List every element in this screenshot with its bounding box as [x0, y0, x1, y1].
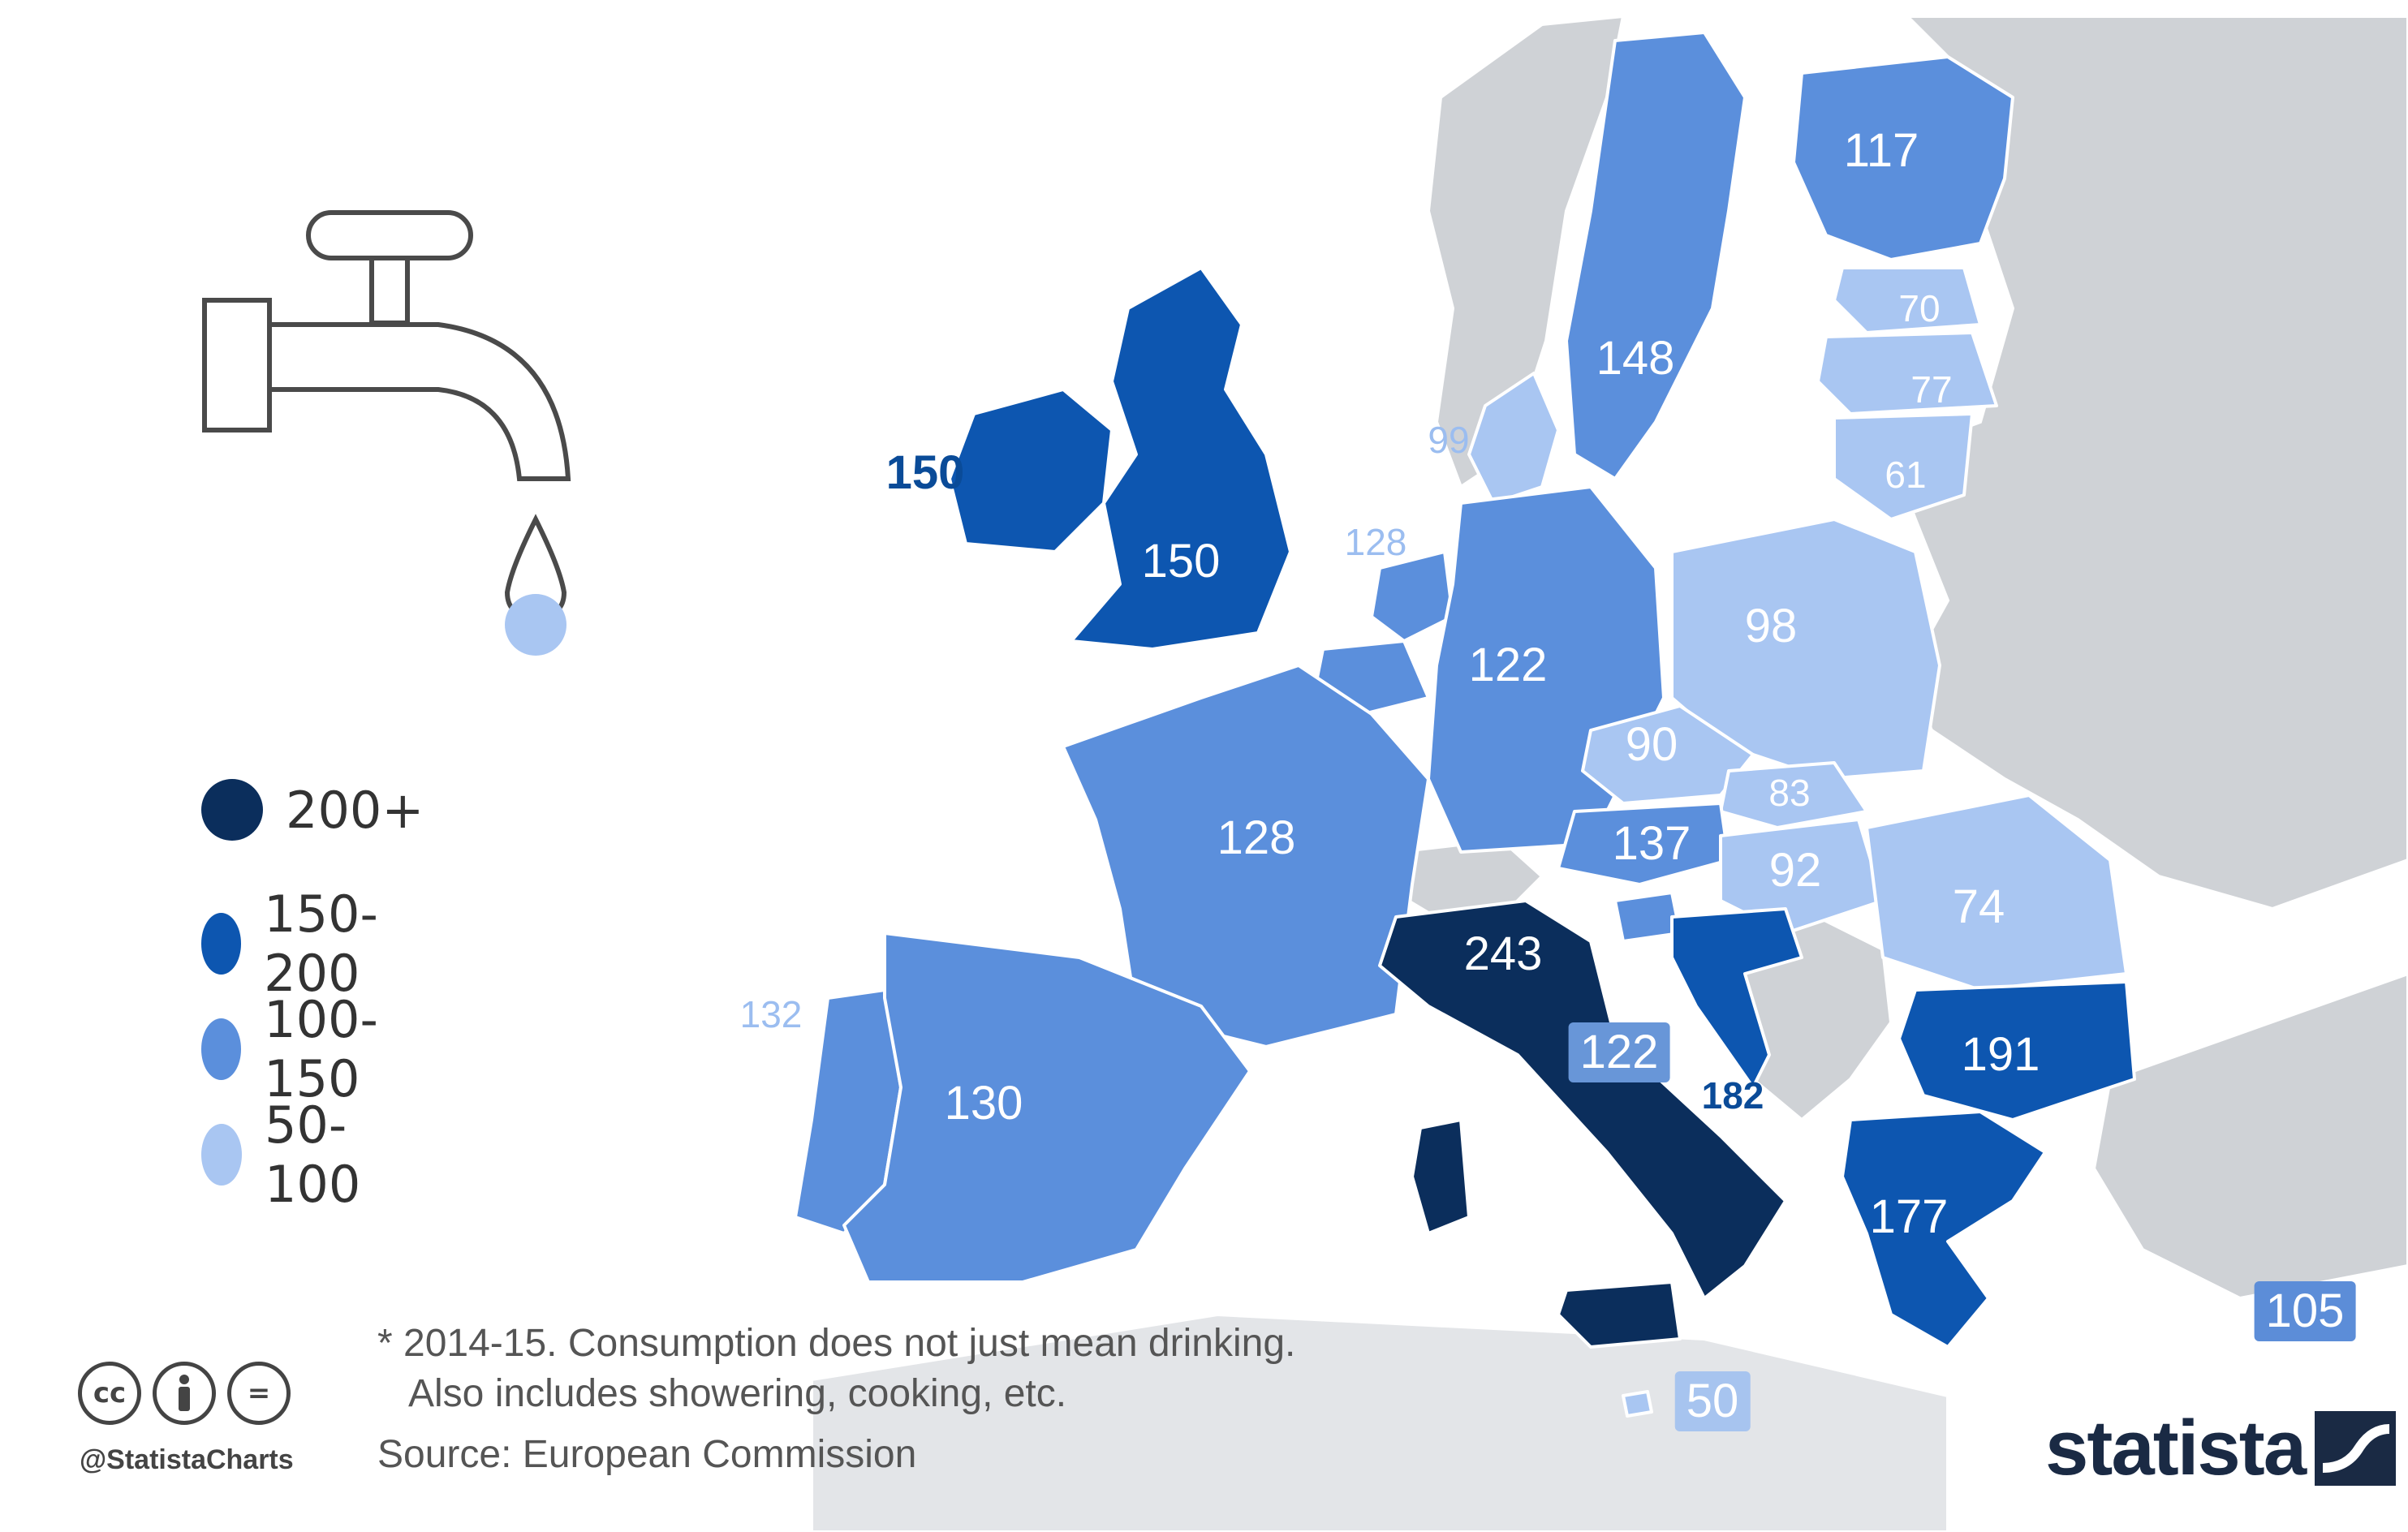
value-label-finland: 117	[1843, 124, 1919, 177]
value-label-greece: 177	[1869, 1190, 1949, 1243]
source-note: Source: European Commission	[377, 1433, 917, 1476]
country-bulgaria	[1898, 980, 2136, 1121]
value-label-estonia: 70	[1898, 287, 1941, 329]
value-label-malta: 50	[1674, 1371, 1751, 1431]
legend-swatch	[201, 779, 263, 841]
country-sweden	[1565, 31, 1747, 480]
country-estonia	[1833, 266, 1982, 334]
water-tap-icon	[202, 210, 571, 656]
value-label-croatia: 182	[1701, 1074, 1764, 1117]
legend-swatch	[201, 1018, 242, 1080]
value-label-bulgaria: 191	[1961, 1028, 2040, 1081]
land-north-africa	[810, 1312, 1949, 1532]
country-sicily	[1557, 1280, 1682, 1349]
country-lithuania	[1833, 412, 1974, 521]
country-malta	[1622, 1390, 1653, 1418]
value-label-romania: 74	[1952, 880, 2005, 933]
country-romania	[1865, 794, 2128, 992]
value-label-cyprus: 105	[2254, 1281, 2356, 1341]
attribution-icon[interactable]	[153, 1362, 216, 1425]
country-italy	[1378, 899, 1787, 1300]
value-label-lithuania: 61	[1885, 454, 1927, 496]
footnote: * 2014-15. Consumption does not just mea…	[377, 1319, 1295, 1419]
country-sardinia	[1411, 1118, 1471, 1235]
legend-item-50-100: 50-100	[201, 1095, 381, 1214]
legend-swatch	[201, 1124, 242, 1186]
legend-label: 200+	[286, 780, 424, 840]
value-label-denmark: 99	[1428, 419, 1470, 461]
value-label-netherlands: 128	[1344, 521, 1407, 563]
country-denmark	[1467, 372, 1560, 505]
value-label-czech-republic: 90	[1625, 718, 1678, 771]
value-label-spain: 130	[944, 1077, 1023, 1130]
brand-wordmark: statista	[2045, 1405, 2307, 1491]
no-derivatives-icon[interactable]: =	[227, 1362, 291, 1425]
legend-label: 150-200	[264, 884, 378, 1003]
footnote-line-2: Also includes showering, cooking, etc.	[408, 1372, 1067, 1415]
value-label-sweden: 148	[1596, 332, 1675, 385]
country-austria	[1557, 802, 1730, 886]
statista-logo[interactable]: statista	[2045, 1404, 2397, 1493]
value-label-austria: 137	[1612, 817, 1691, 870]
legend-item-100-150: 100-150	[201, 990, 400, 1108]
country-hungary	[1719, 818, 1885, 935]
legend-label: 100-150	[264, 990, 378, 1108]
value-label-portugal: 132	[739, 993, 803, 1035]
legend-item-200-plus: 200+	[201, 779, 424, 841]
legend-swatch	[201, 913, 242, 975]
country-croatia	[1670, 907, 1803, 1089]
value-label-germany: 122	[1468, 639, 1548, 691]
creative-commons-icon[interactable]: cc	[78, 1362, 141, 1425]
value-label-ireland: 150	[885, 446, 965, 499]
country-latvia	[1816, 331, 1998, 415]
value-label-poland: 98	[1744, 600, 1798, 652]
value-label-france: 128	[1217, 811, 1296, 864]
legend-label: 50-100	[264, 1095, 361, 1214]
value-label-italy: 243	[1463, 927, 1543, 980]
statista-logo-icon	[2315, 1411, 2397, 1486]
country-netherlands	[1370, 550, 1454, 643]
country-greece	[1841, 1110, 2047, 1349]
legend-item-150-200: 150-200	[201, 884, 400, 1003]
land-turkey	[2091, 971, 2408, 1301]
country-spain	[842, 932, 1251, 1284]
twitter-handle[interactable]: @StatistaCharts	[80, 1444, 294, 1475]
value-label-slovenia: 122	[1568, 1022, 1670, 1082]
value-label-slovakia: 83	[1768, 772, 1811, 814]
value-label-united-kingdom: 150	[1141, 535, 1221, 587]
footnote-line-1: * 2014-15. Consumption does not just mea…	[377, 1322, 1296, 1365]
country-ireland	[948, 388, 1114, 553]
country-finland	[1792, 55, 2014, 261]
country-united-kingdom	[1070, 266, 1292, 651]
value-label-hungary: 92	[1768, 844, 1822, 897]
country-czech-republic	[1581, 704, 1755, 805]
value-label-latvia: 77	[1910, 368, 1953, 411]
license-icons: cc =	[78, 1362, 291, 1425]
